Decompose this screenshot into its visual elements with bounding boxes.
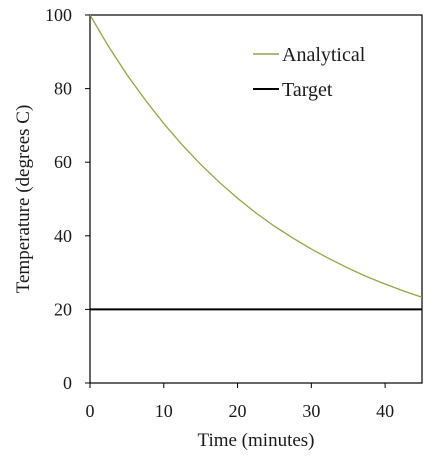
legend-label-target: Target (282, 79, 333, 101)
series-layer (89, 14, 423, 311)
series-line-analytical (89, 14, 423, 298)
y-tick-label: 40 (54, 226, 72, 246)
legend: Analytical Target (253, 44, 366, 101)
x-axis-ticks: 0 10 20 30 40 (86, 383, 394, 421)
y-tick-label: 20 (54, 299, 72, 319)
y-tick-label: 60 (54, 152, 72, 172)
y-tick-label: 80 (54, 79, 72, 99)
x-tick-label: 40 (376, 401, 394, 421)
y-axis-label: Temperature (degrees C) (13, 105, 34, 294)
plot-area (89, 14, 423, 384)
legend-label-analytical: Analytical (282, 44, 366, 66)
x-axis-label: Time (minutes) (198, 430, 315, 451)
y-tick-label: 100 (45, 5, 72, 25)
x-tick-label: 10 (155, 401, 173, 421)
y-tick-label: 0 (63, 373, 72, 393)
x-tick-label: 0 (86, 401, 95, 421)
x-tick-label: 20 (229, 401, 247, 421)
x-tick-label: 30 (302, 401, 320, 421)
y-axis-ticks: 0 20 40 60 80 100 (45, 5, 90, 393)
